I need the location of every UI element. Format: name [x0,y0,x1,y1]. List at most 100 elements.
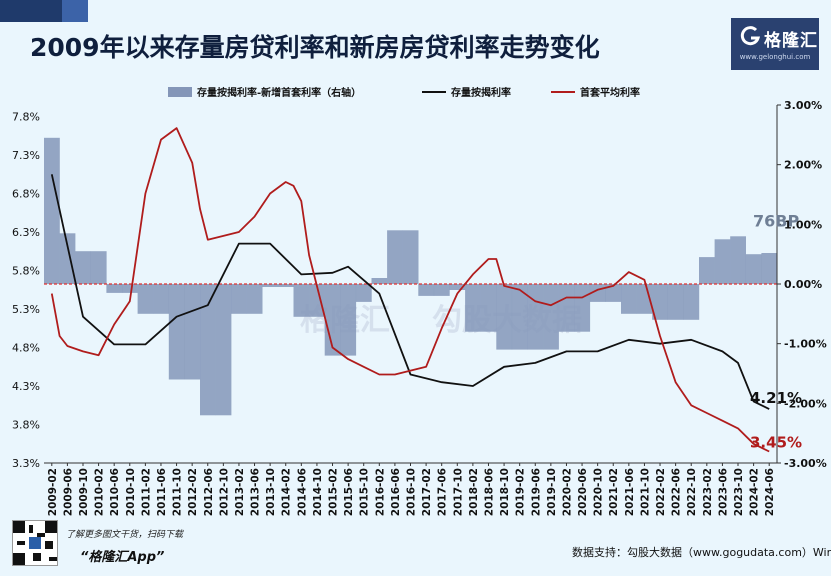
spread-bar [387,230,403,284]
y-left-tick-label: 5.3% [12,303,40,316]
brand-logo: 格隆汇 www.gelonghui.com [731,18,819,70]
y-right-tick-label: -3.00% [784,457,827,470]
legend-label: 首套平均利率 [580,86,640,99]
x-tick-label: 2010-02 [94,468,106,516]
spread-bar [511,284,528,350]
x-tick-label: 2011-10 [172,468,184,516]
spread-bar [262,284,279,287]
spread-bar [621,284,637,314]
footer-note: 了解更多图文干货，扫码下载 [66,530,184,540]
legend: 存量按揭利率-新增首套利率（右轴） 存量按揭利率 首套平均利率 [168,86,640,99]
spread-bar [277,284,294,287]
x-tick-label: 2023-02 [702,468,714,516]
y-left-tick-label: 4.3% [12,380,40,393]
x-tick-label: 2009-06 [62,468,74,516]
x-tick-label: 2023-10 [733,468,745,516]
x-tick-label: 2014-10 [312,468,324,516]
annotations: 76BP 4.21% 3.45% [750,212,802,452]
x-tick-label: 2009-02 [47,468,59,516]
spread-bar [418,284,435,296]
spread-bar [122,284,138,293]
x-tick-label: 2021-06 [624,468,636,516]
spread-bar [246,284,263,314]
value-annotation: 76BP [753,212,799,231]
spread-bar [449,284,466,290]
x-tick-label: 2012-10 [218,468,230,516]
spread-bar [496,284,513,350]
value-annotation: 3.45% [750,433,802,451]
x-tick-label: 2010-06 [109,468,121,516]
x-tick-label: 2019-06 [530,468,542,516]
x-tick-label: 2011-06 [156,468,168,516]
spread-bar [714,239,731,285]
x-tick-label: 2022-06 [671,468,683,516]
spread-bar [402,230,419,284]
spread-bar [355,284,372,302]
x-tick-label: 2023-06 [717,468,729,516]
spread-bar [184,284,201,380]
x-tick-label: 2019-02 [515,468,527,516]
x-tick-label: 2019-10 [546,468,558,516]
x-tick-label: 2017-10 [452,468,464,516]
rate-lines [50,127,770,453]
stock-mortgage-rate-line [50,174,770,410]
legend-label: 存量按揭利率-新增首套利率（右轴） [197,86,361,99]
y-left-tick-label: 7.3% [12,149,40,162]
x-tick-label: 2016-10 [406,468,418,516]
spread-bar [480,284,497,332]
spread-bar [574,284,591,332]
y-left-tick-label: 3.8% [12,419,40,432]
x-tick-label: 2020-06 [577,468,589,516]
x-tick-label: 2022-10 [686,468,698,516]
spread-bar [527,284,544,350]
spread-bar [340,284,357,356]
footer-app-name: “格隆汇App” [80,550,165,565]
x-tick-label: 2015-10 [359,468,371,516]
y-right-tick-label: 2.00% [784,159,822,172]
spread-bar [433,284,450,296]
x-tick-label: 2018-10 [499,468,511,516]
x-tick-label: 2020-10 [593,468,605,516]
x-tick-label: 2014-06 [296,468,308,516]
spread-bar [215,284,232,416]
y-right-tick-label: -2.00% [784,397,827,410]
spread-bar [44,137,60,284]
spread-bar [200,284,216,416]
qr-code-icon [13,521,57,565]
spread-bar [309,284,325,317]
x-tick-label: 2012-02 [187,468,199,516]
spread-bar [465,284,481,332]
x-tick-label: 2015-06 [343,468,355,516]
x-tick-label: 2015-02 [328,468,340,516]
y-right-tick-label: -1.00% [784,338,827,351]
data-source: 数据支持：勾股大数据（www.gogudata.com）Wind [572,546,831,559]
y-left-tick-label: 4.8% [12,342,40,355]
spread-bar [293,284,310,317]
x-tick-label: 2017-06 [437,468,449,516]
x-tick-label: 2018-02 [468,468,480,516]
x-tick-label: 2012-06 [203,468,215,516]
spread-bar [558,284,575,332]
logo-url: www.gelonghui.com [739,53,811,61]
spread-bar [745,254,762,284]
spread-bar [168,284,185,380]
spread-bar [90,251,107,284]
spread-bar [683,284,700,320]
spread-bar [652,284,668,320]
x-tick-label: 2018-06 [483,468,495,516]
x-tick-label: 2010-10 [125,468,137,516]
spread-bar [153,284,169,314]
y-right-tick-label: 0.00% [784,278,822,291]
x-tick-label: 2013-06 [250,468,262,516]
spread-bar [75,251,91,284]
x-tick-label: 2013-10 [265,468,277,516]
spread-bar [761,253,778,284]
spread-bar [59,233,76,284]
y-left-tick-label: 6.3% [12,226,40,239]
spread-bar [371,278,388,284]
y-left-tick-label: 6.8% [12,188,40,201]
x-tick-label: 2016-02 [374,468,386,516]
y-left-tick-label: 5.8% [12,265,40,278]
spread-bar [667,284,684,320]
corner-accent-light [62,0,88,22]
